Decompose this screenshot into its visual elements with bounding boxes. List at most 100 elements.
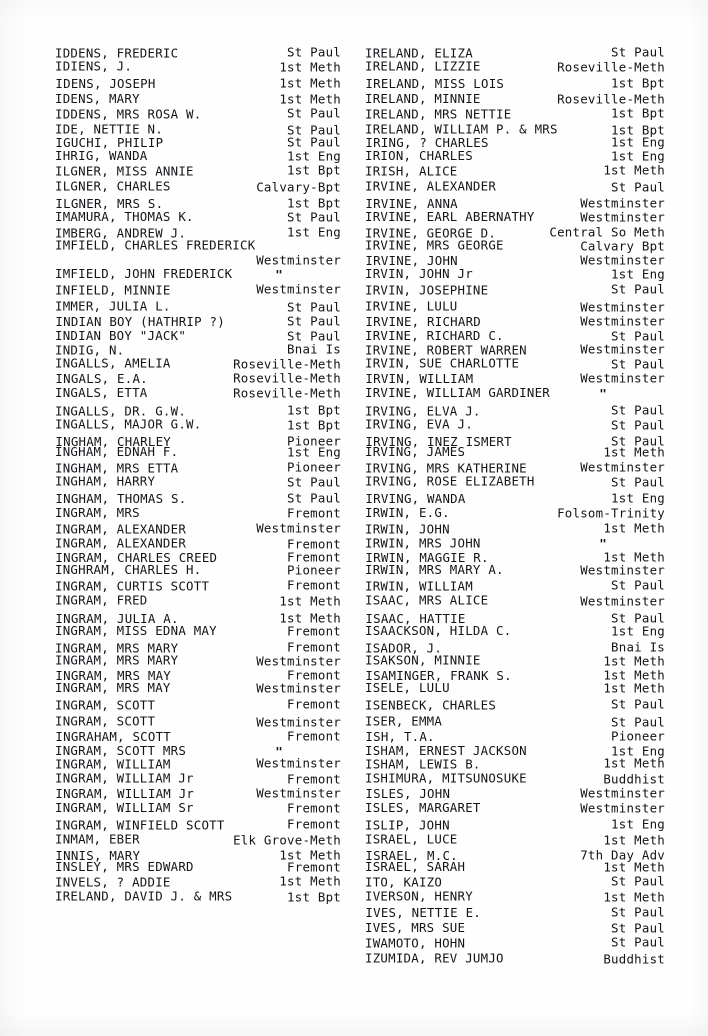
entry-affiliation: St Paul bbox=[611, 356, 665, 372]
entry-name: ISER, EMMA bbox=[365, 713, 443, 729]
entry-affiliation: Westminster bbox=[580, 252, 665, 268]
entry-name: INGRAM, JULIA A. bbox=[55, 611, 179, 627]
entry-name: IRVING, EVA J. bbox=[365, 416, 473, 432]
index-entry: IRVINE, WILLIAM GARDINER " bbox=[365, 385, 665, 401]
entry-affiliation: St Paul bbox=[611, 873, 665, 889]
index-entry: ISHAM, ERNEST JACKSON 1st Eng bbox=[365, 743, 665, 759]
entry-affiliation: St Paul bbox=[611, 904, 665, 920]
index-entry: ISRAEL, LUCE 1st Meth bbox=[365, 831, 665, 847]
entry-affiliation: 1st Bpt bbox=[287, 889, 341, 905]
index-entry: ILGNER, CHARLES Calvary-Bpt bbox=[55, 178, 341, 195]
entry-name: ISRAEL, LUCE bbox=[365, 831, 458, 847]
entry-affiliation: Fremont bbox=[287, 639, 341, 655]
entry-affiliation: 1st Meth bbox=[279, 593, 341, 609]
entry-affiliation: St Paul bbox=[611, 402, 665, 418]
index-entry: Westminster bbox=[55, 253, 341, 268]
index-entry: IRELAND, MISS LOIS 1st Bpt bbox=[365, 75, 665, 91]
entry-affiliation: Roseville-Meth bbox=[557, 59, 665, 75]
index-entry: INGALS, ETTA Roseville-Meth bbox=[55, 385, 341, 401]
entry-affiliation: Westminster bbox=[580, 799, 665, 815]
entry-name: ISHIMURA, MITSUNOSUKE bbox=[365, 770, 527, 786]
entry-name: IRVINE, ROBERT WARREN bbox=[365, 342, 527, 358]
index-entry: ISH, T.A. Pioneer bbox=[365, 729, 665, 744]
index-entry: IRVING, EVA J. St Paul bbox=[365, 416, 665, 433]
entry-name: IMFIELD, JOHN FREDERICK bbox=[55, 265, 233, 281]
entry-affiliation: Bnai Is bbox=[611, 639, 665, 655]
entry-affiliation: Fremont bbox=[287, 859, 341, 875]
index-entry: IRVINE, ALEXANDER St Paul bbox=[365, 178, 665, 194]
index-entry: INNIS, MARY 1st Meth bbox=[55, 848, 341, 863]
entry-affiliation: Westminster bbox=[580, 313, 665, 329]
entry-name: INGHRAM, CHARLES H. bbox=[55, 562, 202, 578]
entry-name: IRWIN, WILLIAM bbox=[365, 578, 473, 594]
index-entry: INGRAM, MISS EDNA MAY Fremont bbox=[55, 624, 341, 639]
entry-name: ISAAC, HATTIE bbox=[365, 611, 466, 627]
index-entry: IRVIN, WILLIAM Westminster bbox=[365, 371, 665, 386]
entry-name: INGRAM, SCOTT bbox=[55, 697, 156, 713]
entry-affiliation: Westminster bbox=[256, 785, 341, 801]
index-entry: IDENS, JOSEPH 1st Meth bbox=[55, 75, 341, 91]
index-entry: ILGNER, MRS S. 1st Bpt bbox=[55, 196, 341, 211]
entry-affiliation: 1st Meth bbox=[603, 162, 665, 178]
index-entry: ISLES, MARGARET Westminster bbox=[365, 799, 665, 816]
entry-affiliation: Fremont bbox=[287, 728, 341, 744]
entry-affiliation: 1st Bpt bbox=[611, 75, 665, 91]
entry-affiliation: St Paul bbox=[287, 134, 341, 150]
entry-name: INGRAHAM, SCOTT bbox=[55, 729, 172, 745]
entry-name: IRVINE, EARL ABERNATHY bbox=[365, 208, 535, 224]
entry-affiliation: Westminster bbox=[580, 341, 665, 357]
index-entry: IVES, NETTIE E. St Paul bbox=[365, 904, 665, 920]
entry-affiliation: Westminster bbox=[256, 755, 341, 771]
index-entry: ISAAC, MRS ALICE Westminster bbox=[365, 593, 665, 609]
index-entry: IRVINE, MRS GEORGE Calvary Bpt bbox=[365, 238, 665, 254]
index-entry: IRELAND, MRS NETTIE 1st Bpt bbox=[365, 106, 665, 122]
entry-name: INDIAN BOY (HATHRIP ?) bbox=[55, 314, 225, 330]
entry-name: IRVIN, SUE CHARLOTTE bbox=[365, 355, 520, 371]
entry-affiliation: Westminster bbox=[580, 209, 665, 225]
entry-affiliation: 1st Bpt bbox=[287, 162, 341, 178]
entry-name: INGRAM, WILLIAM Sr bbox=[55, 799, 194, 815]
entry-name: IRISH, ALICE bbox=[365, 163, 458, 179]
entry-affiliation: Fremont bbox=[287, 577, 341, 593]
entry-name: ISHAM, LEWIS B. bbox=[365, 756, 481, 772]
entry-affiliation: 1st Meth bbox=[603, 859, 665, 875]
entry-name: IMMER, JULIA L. bbox=[55, 298, 171, 314]
index-entry: IRWIN, MRS JOHN " bbox=[365, 536, 665, 551]
index-entry: INGRAM, CHARLES CREED Fremont bbox=[55, 549, 341, 564]
index-entry: IVERSON, HENRY 1st Meth bbox=[365, 888, 665, 904]
index-entry: IRVIN, JOHN Jr 1st Eng bbox=[365, 266, 665, 282]
index-entry: INVELS, ? ADDIE 1st Meth bbox=[55, 874, 341, 890]
index-entry: INFIELD, MINNIE Westminster bbox=[55, 282, 341, 298]
entry-name: INGRAM, MRS MARY bbox=[55, 652, 179, 668]
index-entry: INGRAM, WILLIAM Sr Fremont bbox=[55, 799, 341, 816]
entry-affiliation: 1st Eng bbox=[611, 148, 665, 164]
entry-affiliation: 1st Meth bbox=[279, 610, 341, 626]
entry-affiliation: Calvary-Bpt bbox=[256, 179, 341, 195]
entry-name: IWAMOTO, HOHN bbox=[365, 936, 466, 952]
entry-affiliation: Roseville-Meth bbox=[233, 370, 341, 386]
entry-affiliation: 1st Eng bbox=[611, 266, 665, 282]
entry-name: IDDENS, FREDERIC bbox=[55, 45, 179, 61]
entry-name: IRVINE, ALEXANDER bbox=[365, 178, 497, 194]
entry-name: IMFIELD, CHARLES FREDERICK bbox=[55, 237, 256, 253]
index-entry: IRVINE, RICHARD C. St Paul bbox=[365, 328, 665, 344]
index-entry: IRVINE, LULU Westminster bbox=[365, 299, 665, 315]
index-entry: INGHRAM, CHARLES H. Pioneer bbox=[55, 562, 341, 578]
index-entry: ISAACKSON, HILDA C. 1st Eng bbox=[365, 624, 665, 639]
entry-name: INGRAM, MRS bbox=[55, 505, 140, 521]
index-entry: IRVINE, JOHN Westminster bbox=[365, 252, 665, 268]
entry-affiliation: 1st Eng bbox=[611, 817, 665, 833]
index-entry: IRVINE, RICHARD Westminster bbox=[365, 313, 665, 329]
index-entry: IRVIN, SUE CHARLOTTE St Paul bbox=[365, 355, 665, 372]
entry-name: INDIG, N. bbox=[55, 342, 125, 358]
index-entry: INGALLS, MAJOR G.W. 1st Bpt bbox=[55, 417, 341, 433]
entry-affiliation: St Paul bbox=[611, 417, 665, 433]
entry-name: INGRAM, MRS MAY bbox=[55, 667, 172, 683]
entry-name: INGRAM, ALEXANDER bbox=[55, 521, 187, 537]
entry-affiliation: 1st Meth bbox=[279, 75, 341, 91]
entry-name: IRELAND, DAVID J. & MRS bbox=[55, 888, 233, 904]
index-entry: IRVINE, ROBERT WARREN Westminster bbox=[365, 341, 665, 358]
entry-name: IMBERG, ANDREW J. bbox=[55, 225, 187, 241]
index-entry: IVES, MRS SUE St Paul bbox=[365, 921, 665, 936]
index-entry: IDIENS, J. 1st Meth bbox=[55, 59, 341, 75]
